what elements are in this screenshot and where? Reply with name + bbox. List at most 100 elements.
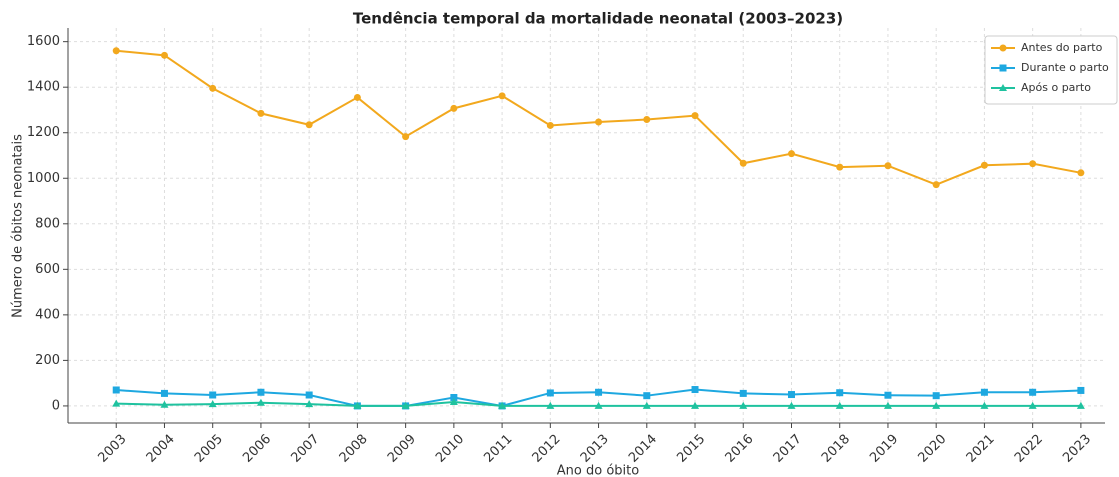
x-tick-label: 2019 <box>867 432 901 466</box>
marker <box>883 401 892 409</box>
y-tick-label: 1000 <box>27 171 60 186</box>
marker <box>932 392 940 400</box>
x-tick-label: 2006 <box>240 432 274 466</box>
marker <box>836 163 844 171</box>
marker <box>642 401 651 409</box>
marker <box>112 47 120 55</box>
marker <box>980 388 988 396</box>
marker <box>353 401 362 409</box>
marker <box>595 388 603 396</box>
marker <box>546 389 554 397</box>
x-tick-label: 2014 <box>626 432 660 466</box>
x-tick-label: 2022 <box>1012 432 1046 466</box>
marker <box>498 92 506 100</box>
marker <box>450 104 458 112</box>
marker <box>739 159 747 167</box>
marker <box>691 112 699 120</box>
x-tick-label: 2018 <box>819 432 853 466</box>
marker <box>739 389 747 397</box>
marker <box>160 389 168 397</box>
marker <box>787 401 796 409</box>
marker <box>999 64 1007 72</box>
marker <box>498 401 507 409</box>
marker <box>305 400 314 408</box>
x-tick-label: 2010 <box>433 432 467 466</box>
legend-label: Após o parto <box>1021 81 1091 94</box>
y-tick-label: 800 <box>35 216 60 231</box>
marker <box>739 401 748 409</box>
marker <box>643 392 651 400</box>
x-tick-label: 2020 <box>915 432 949 466</box>
y-tick-label: 1600 <box>27 34 60 49</box>
x-tick-label: 2011 <box>481 432 515 466</box>
marker <box>160 400 169 408</box>
marker <box>546 121 554 129</box>
marker <box>546 401 555 409</box>
x-tick-label: 2009 <box>385 432 419 466</box>
x-tick-label: 2015 <box>674 432 708 466</box>
chart-title: Tendência temporal da mortalidade neonat… <box>353 10 843 28</box>
marker <box>691 401 700 409</box>
marker <box>884 162 892 170</box>
marker <box>112 386 120 394</box>
marker <box>160 51 168 59</box>
x-tick-label: 2023 <box>1060 432 1094 466</box>
y-tick-label: 1400 <box>27 80 60 95</box>
marker <box>999 44 1007 52</box>
marker <box>835 401 844 409</box>
x-tick-label: 2012 <box>530 432 564 466</box>
marker <box>256 398 265 406</box>
x-tick-label: 2021 <box>964 432 998 466</box>
marker <box>932 401 941 409</box>
marker <box>594 401 603 409</box>
marker <box>787 391 795 399</box>
marker <box>305 391 313 399</box>
marker <box>401 401 410 409</box>
marker <box>1077 169 1085 177</box>
marker <box>932 181 940 189</box>
marker <box>980 161 988 169</box>
y-tick-label: 400 <box>35 307 60 322</box>
marker <box>787 150 795 158</box>
legend-label: Durante o parto <box>1021 61 1109 74</box>
x-tick-label: 2013 <box>578 432 612 466</box>
y-tick-label: 0 <box>52 398 60 413</box>
marker <box>402 133 410 141</box>
marker <box>449 398 458 406</box>
marker <box>1028 401 1037 409</box>
marker <box>999 84 1007 91</box>
marker <box>1077 386 1085 394</box>
y-tick-label: 1200 <box>27 125 60 140</box>
marker <box>884 391 892 399</box>
x-tick-label: 2004 <box>144 432 178 466</box>
marker <box>836 389 844 397</box>
marker <box>643 116 651 124</box>
marker <box>691 386 699 394</box>
x-tick-label: 2008 <box>337 432 371 466</box>
marker <box>450 394 458 402</box>
marker <box>257 388 265 396</box>
marker <box>1029 388 1037 396</box>
x-tick-label: 2016 <box>723 432 757 466</box>
marker <box>209 391 217 399</box>
y-tick-label: 200 <box>35 353 60 368</box>
legend-label: Antes do parto <box>1021 41 1103 54</box>
marker <box>112 399 121 407</box>
marker <box>595 118 603 126</box>
legend-box <box>984 35 1118 105</box>
x-tick-label: 2005 <box>192 432 226 466</box>
legend: Antes do parto Durante o parto Após o part… <box>984 35 1118 105</box>
x-tick-label: 2007 <box>288 432 322 466</box>
y-axis-label: Número de óbitos neonatais <box>11 134 26 318</box>
marker <box>208 400 217 408</box>
x-tick-label: 2017 <box>771 432 805 466</box>
x-axis-label: Ano do óbito <box>557 464 639 477</box>
marker <box>257 109 265 117</box>
marker <box>980 401 989 409</box>
y-tick-label: 600 <box>35 262 60 277</box>
marker <box>209 84 217 92</box>
marker <box>353 93 361 101</box>
marker <box>1076 401 1085 409</box>
x-tick-label: 2003 <box>96 432 130 466</box>
